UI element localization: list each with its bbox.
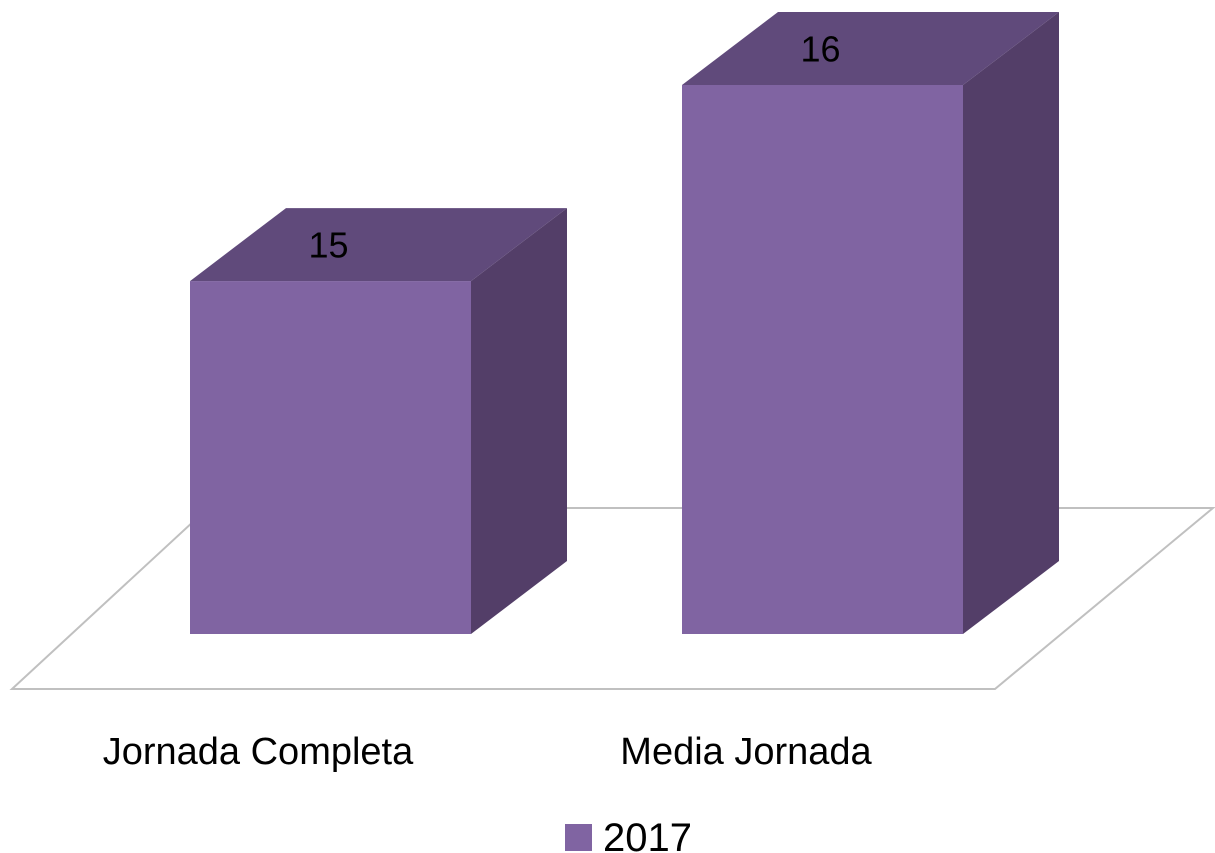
legend-swatch-2017 xyxy=(565,824,592,851)
bar-side-face xyxy=(963,12,1059,634)
bar-side-face xyxy=(471,208,567,635)
bar-1 xyxy=(682,12,1059,634)
data-label-1: 16 xyxy=(800,29,840,70)
legend-label-2017: 2017 xyxy=(603,816,692,853)
bar-front-face xyxy=(682,85,963,634)
chart-floor xyxy=(9,507,1215,690)
data-label-0: 15 xyxy=(308,225,348,266)
bar-front-face xyxy=(190,281,471,634)
category-label-0: Jornada Completa xyxy=(103,731,414,773)
category-label-1: Media Jornada xyxy=(620,731,872,773)
chart-bars xyxy=(190,12,1059,635)
chart-legend: 2017 xyxy=(565,816,692,853)
bar-top-face xyxy=(190,208,567,282)
bar-0 xyxy=(190,208,567,635)
category-axis: Jornada Completa Media Jornada xyxy=(103,731,873,773)
floor-plane xyxy=(9,507,1215,690)
bar-top-face xyxy=(682,12,1059,85)
